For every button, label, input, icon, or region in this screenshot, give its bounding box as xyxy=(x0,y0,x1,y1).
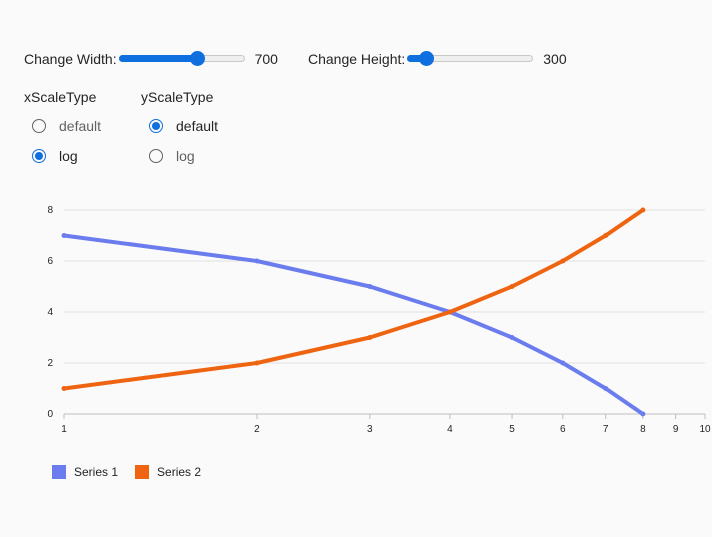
y-tick-label: 8 xyxy=(47,205,53,216)
height-label: Change Height: xyxy=(307,51,406,67)
radio-circle-icon[interactable] xyxy=(149,149,163,163)
legend-swatch xyxy=(135,465,150,479)
series-2-point xyxy=(367,335,373,340)
y-scale-option-log[interactable]: log xyxy=(141,146,258,166)
x-scale-title: xScaleType xyxy=(24,89,97,105)
radio-circle-icon[interactable] xyxy=(149,119,163,133)
legend-label: Series 1 xyxy=(74,465,119,479)
series-2-point xyxy=(61,386,67,391)
series-1-point xyxy=(254,258,260,264)
series-2-point xyxy=(254,360,260,366)
x-scale-option-default[interactable]: default xyxy=(24,116,141,136)
radio-circle-icon[interactable] xyxy=(32,119,46,133)
series-1-point xyxy=(560,360,566,366)
line-chart: 0 2 4 6 8 1 2 3 4 5 6 7 8 9 10 xyxy=(47,205,711,435)
x-tick-label: 1 xyxy=(61,424,67,435)
x-tick-label: 7 xyxy=(603,424,609,435)
y-scale-option-default[interactable]: default xyxy=(141,116,258,136)
y-tick-label: 6 xyxy=(47,256,53,267)
legend-item-series-2[interactable]: Series 2 xyxy=(135,465,201,479)
y-scale-title: yScaleType xyxy=(141,89,214,105)
y-tick-label: 0 xyxy=(47,409,53,420)
width-slider-thumb[interactable] xyxy=(189,51,205,66)
y-scale-option-label: default xyxy=(176,118,219,134)
radio-circle-icon[interactable] xyxy=(32,149,46,163)
y-scale-option-label: log xyxy=(176,148,195,164)
x-tick-label: 5 xyxy=(509,424,515,435)
y-tick-label: 4 xyxy=(47,307,53,318)
x-tick-label: 3 xyxy=(367,424,373,435)
series-2-point xyxy=(603,233,609,238)
x-tick-label: 8 xyxy=(640,424,646,435)
series-1-point xyxy=(640,411,646,417)
series-2-point xyxy=(447,309,453,315)
series-1-point xyxy=(603,386,609,391)
height-slider-fill xyxy=(407,55,427,62)
height-slider-thumb[interactable] xyxy=(419,51,435,66)
x-scale-option-label: log xyxy=(59,148,78,164)
series-1-point xyxy=(509,335,515,340)
x-tick-label: 2 xyxy=(254,424,260,435)
series-2-line xyxy=(62,208,645,391)
height-slider[interactable] xyxy=(407,50,534,68)
series-1-line xyxy=(62,233,645,416)
width-value: 700 xyxy=(254,51,278,67)
series-2-point xyxy=(509,284,515,289)
x-tick-label: 4 xyxy=(447,424,453,435)
x-tick-label: 6 xyxy=(560,424,566,435)
x-scale-group: xScaleType default log xyxy=(24,88,141,166)
chart-legend: Series 1 Series 2 xyxy=(52,465,218,479)
x-scale-option-log[interactable]: log xyxy=(24,146,141,166)
x-tick-label: 10 xyxy=(699,424,711,435)
y-tick-label: 2 xyxy=(47,358,53,369)
series-1-point xyxy=(367,284,373,289)
width-slider[interactable] xyxy=(118,50,245,68)
x-scale-option-label: default xyxy=(59,118,102,134)
legend-swatch xyxy=(52,465,66,479)
x-tick-label: 9 xyxy=(673,424,679,435)
y-scale-group: yScaleType default log xyxy=(141,88,258,166)
series-1-point xyxy=(61,233,67,238)
height-value: 300 xyxy=(543,51,567,67)
scale-type-controls: xScaleType default log yScaleType defaul… xyxy=(24,88,258,166)
series-2-point xyxy=(640,207,646,213)
series-2-point xyxy=(560,258,566,264)
legend-label: Series 2 xyxy=(157,465,202,479)
legend-item-series-1[interactable]: Series 1 xyxy=(52,465,118,479)
width-slider-fill xyxy=(118,55,197,62)
width-label: Change Width: xyxy=(24,51,117,67)
size-controls: Change Width: 700 Change Height: 300 xyxy=(24,50,597,68)
